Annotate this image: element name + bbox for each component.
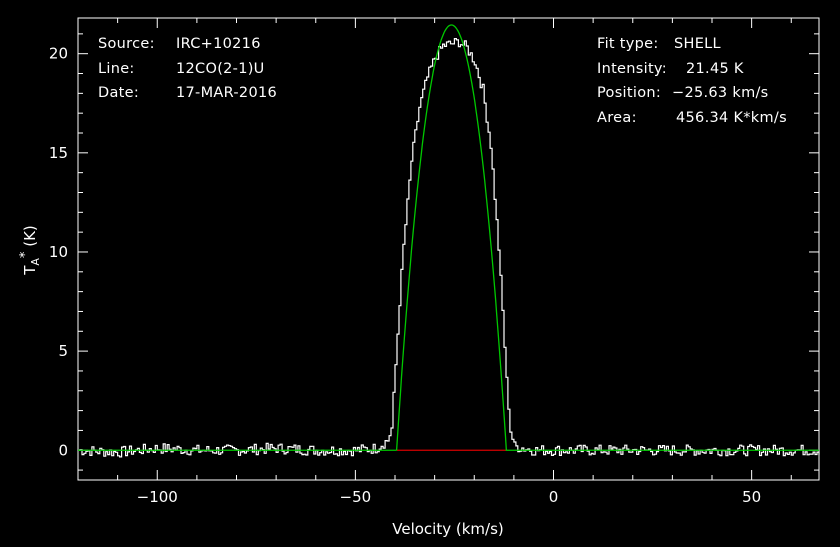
shell-fit-line [78,24,819,451]
y-axis-superscript: * [18,251,33,259]
y-tick-label: 20 [49,45,68,63]
area-value: 456.34 K*km/s [676,110,787,126]
x-tick-label: −50 [340,488,372,506]
x-tick-label: −100 [137,488,178,506]
line-value: 12CO(2-1)U [176,61,265,77]
axis-ticks [77,18,819,480]
plot-frame [77,17,820,481]
date-value: 17-MAR-2016 [176,85,278,101]
axis-tick-labels: −100 −50 0 50 0 5 10 15 20 [49,45,761,506]
x-tick-label: 0 [549,488,559,506]
y-tick-label: 10 [49,243,68,261]
position-value: −25.63 km/s [672,85,769,101]
y-tick-label: 15 [49,144,68,162]
line-label: Line: [98,61,135,77]
y-tick-label: 5 [58,342,68,360]
spectrum-line [78,37,820,458]
x-tick-label: 50 [742,488,761,506]
y-axis-subscript: A [29,258,42,266]
y-axis-symbol: T [21,265,39,275]
intensity-label: Intensity: [597,61,667,77]
source-label: Source: [98,36,155,52]
y-axis-label: TA* (K) [18,225,42,275]
y-tick-label: 0 [58,441,68,459]
fit-type-value: SHELL [674,36,721,52]
intensity-value: 21.45 K [686,61,744,77]
position-label: Position: [597,85,662,101]
date-label: Date: [98,85,140,101]
source-value: IRC+10216 [176,36,261,52]
fit-type-label: Fit type: [597,36,659,52]
x-axis-label: Velocity (km/s) [392,520,504,538]
area-label: Area: [597,110,637,126]
y-axis-unit: (K) [21,225,39,247]
